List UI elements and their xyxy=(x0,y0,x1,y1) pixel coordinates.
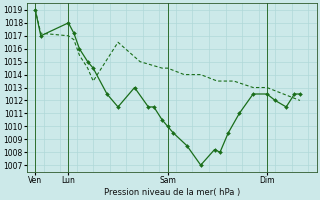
X-axis label: Pression niveau de la mer( hPa ): Pression niveau de la mer( hPa ) xyxy=(104,188,240,197)
